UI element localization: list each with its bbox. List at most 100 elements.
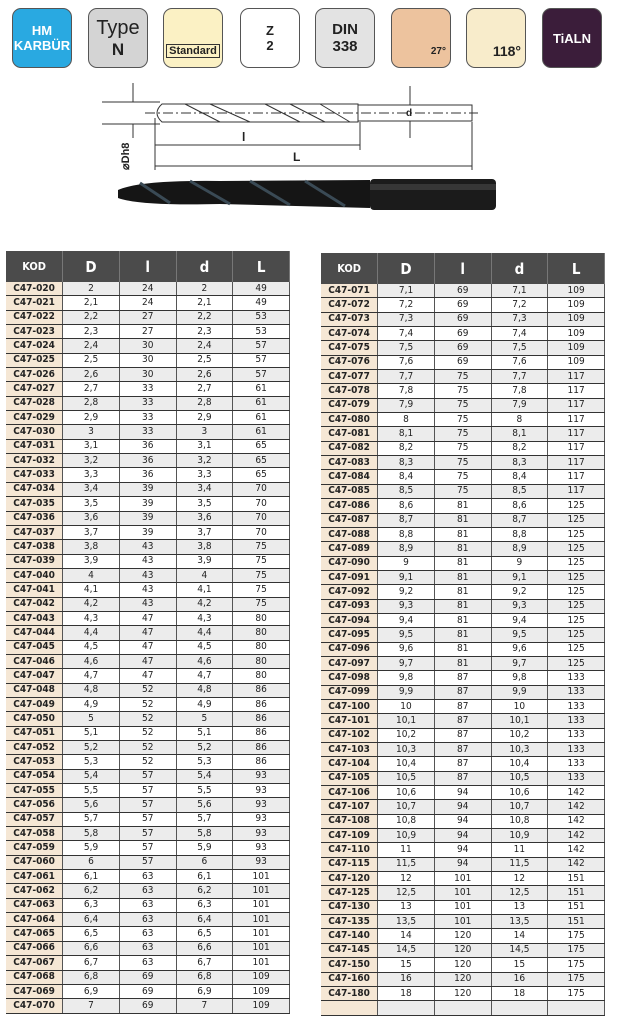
shank-d-cell: 9,8 <box>491 670 549 686</box>
L-cell: 49 <box>232 295 290 311</box>
d-cell: 6,9 <box>62 984 120 1000</box>
table-row: C47-032 3,2 36 3,2 65 <box>6 453 290 469</box>
L-cell: 101 <box>232 898 290 914</box>
table-row: C47-020 2 24 2 49 <box>6 282 290 297</box>
d-cell: 10,2 <box>377 728 435 744</box>
column-header: L <box>547 253 605 284</box>
L-cell: 57 <box>232 367 290 383</box>
L-cell: 109 <box>547 355 605 371</box>
l-cell: 30 <box>119 353 177 369</box>
table-row: C47-135 13,5 101 13,5 151 <box>321 914 605 930</box>
l-cell: 81 <box>434 627 492 643</box>
din-icon: DIN 338 <box>315 8 375 68</box>
kod-cell: C47-041 <box>6 582 64 598</box>
l-cell: 52 <box>119 754 177 770</box>
table-row: C47-065 6,5 63 6,5 101 <box>6 926 290 942</box>
l-cell: 69 <box>434 326 492 342</box>
L-cell: 80 <box>232 625 290 641</box>
shank-d-cell: 11 <box>491 842 549 858</box>
d-cell: 7,5 <box>377 340 435 356</box>
l-cell: 57 <box>119 783 177 799</box>
L-cell: 93 <box>232 855 290 871</box>
L-cell: 70 <box>232 525 290 541</box>
d-cell: 7 <box>62 998 120 1014</box>
shank-d-cell: 14,5 <box>491 943 549 959</box>
table-row: C47-100 10 87 10 133 <box>321 699 605 715</box>
shank-d-cell: 9,5 <box>491 627 549 643</box>
L-cell: 117 <box>547 369 605 385</box>
kod-cell: C47-054 <box>6 769 64 785</box>
table-row: C47-054 5,4 57 5,4 93 <box>6 769 290 785</box>
l-cell: 30 <box>119 338 177 354</box>
d-cell: 4,1 <box>62 582 120 598</box>
kod-cell: C47-071 <box>321 284 379 299</box>
kod-cell: C47-092 <box>321 584 379 600</box>
L-cell: 133 <box>547 742 605 758</box>
L-cell: 101 <box>232 955 290 971</box>
kod-cell: C47-074 <box>321 326 379 342</box>
L-cell: 80 <box>232 611 290 627</box>
shank-d-cell: 10,9 <box>491 828 549 844</box>
table-row: C47-088 8,8 81 8,8 125 <box>321 527 605 543</box>
d-cell: 9,4 <box>377 613 435 629</box>
d-cell: 5,1 <box>62 726 120 742</box>
kod-cell: C47-096 <box>321 642 379 657</box>
L-cell: 142 <box>547 857 605 873</box>
shank-d-cell: 8,9 <box>491 541 549 557</box>
point-angle-icon: 118° <box>466 8 526 68</box>
d-cell: 3 <box>62 424 120 440</box>
kod-cell: C47-085 <box>321 484 379 500</box>
table-row: C47-045 4,5 47 4,5 80 <box>6 640 290 655</box>
kod-cell: C47-057 <box>6 812 64 828</box>
table-row: C47-073 7,3 69 7,3 109 <box>321 312 605 328</box>
l-cell: 69 <box>434 297 492 313</box>
column-header: D <box>377 253 435 284</box>
L-cell: 175 <box>547 986 605 1002</box>
shank-d-cell: 8,8 <box>491 527 549 543</box>
table-row: C47-071 7,1 69 7,1 109 <box>321 284 605 299</box>
l-cell: 75 <box>434 455 492 471</box>
shank-d-cell: 7,6 <box>491 355 549 371</box>
d-cell: 5,2 <box>62 740 120 756</box>
d-cell: 8,6 <box>377 498 435 514</box>
l-cell: 57 <box>119 826 177 842</box>
standard-icon: Standard <box>163 8 223 68</box>
shank-d-cell: 9,4 <box>491 613 549 629</box>
kod-cell: C47-061 <box>6 869 64 885</box>
column-header: l <box>434 253 492 284</box>
l-cell: 36 <box>119 439 177 455</box>
l-cell: 52 <box>119 697 177 713</box>
kod-cell: C47-067 <box>6 955 64 971</box>
L-cell: 101 <box>232 941 290 957</box>
d-cell: 5,9 <box>62 840 120 856</box>
table-row: C47-098 9,8 87 9,8 133 <box>321 670 605 686</box>
shank-d-cell: 9,3 <box>491 599 549 614</box>
table-row: C47-160 16 120 16 175 <box>321 972 605 987</box>
kod-cell: C47-052 <box>6 740 64 756</box>
l-cell: 43 <box>119 568 177 584</box>
kod-cell: C47-080 <box>321 412 379 428</box>
d-cell: 15 <box>377 957 435 973</box>
l-cell: 81 <box>434 527 492 543</box>
L-cell: 133 <box>547 771 605 787</box>
shank-d-cell: 3,2 <box>176 453 234 469</box>
L-cell: 117 <box>547 469 605 485</box>
l-cell: 52 <box>119 740 177 756</box>
kod-cell: C47-035 <box>6 496 64 512</box>
shank-d-cell: 7,7 <box>491 369 549 385</box>
l-cell: 69 <box>434 355 492 371</box>
l-cell: 120 <box>434 928 492 944</box>
d-label: d <box>406 108 412 119</box>
L-cell: 133 <box>547 670 605 686</box>
table-row: C47-092 9,2 81 9,2 125 <box>321 584 605 600</box>
l-cell: 52 <box>119 683 177 698</box>
shank-d-cell: 9 <box>491 556 549 571</box>
kod-cell: C47-029 <box>6 410 64 426</box>
L-cell: 133 <box>547 685 605 700</box>
table-row: C47-101 10,1 87 10,1 133 <box>321 713 605 729</box>
shank-d-cell: 5,1 <box>176 726 234 742</box>
table-row: C47-082 8,2 75 8,2 117 <box>321 441 605 457</box>
shank-d-cell: 3,9 <box>176 554 234 569</box>
d-cell: 2,3 <box>62 324 120 340</box>
